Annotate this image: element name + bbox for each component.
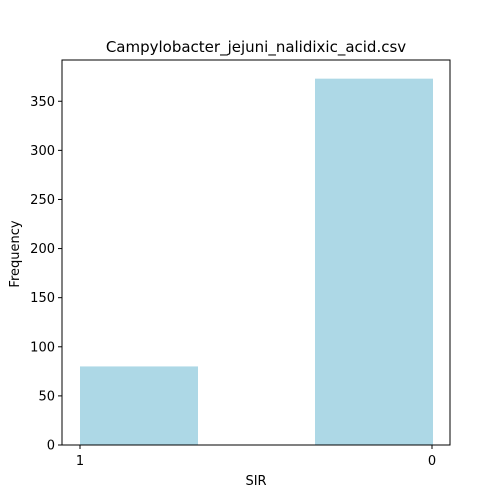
y-tick-label: 50 <box>38 389 55 404</box>
bar-1 <box>80 366 198 445</box>
chart-title: Campylobacter_jejuni_nalidixic_acid.csv <box>106 38 406 57</box>
y-tick-label: 300 <box>30 144 55 159</box>
y-axis-label: Frequency <box>8 220 23 287</box>
bar-0 <box>315 78 433 446</box>
y-tick-label: 250 <box>30 193 55 208</box>
y-tick-label: 350 <box>30 95 55 110</box>
x-tick-label: 1 <box>76 454 84 469</box>
y-tick-label: 200 <box>30 242 55 257</box>
y-tick-label: 0 <box>47 439 55 454</box>
axes-frame <box>61 59 451 446</box>
x-axis-label: SIR <box>245 474 266 489</box>
y-tick-label: 100 <box>30 340 55 355</box>
x-tick-label: 0 <box>428 454 436 469</box>
plot-area: 0 50 100 150 200 250 300 350 1 0 <box>30 59 451 469</box>
y-tick-label: 150 <box>30 291 55 306</box>
